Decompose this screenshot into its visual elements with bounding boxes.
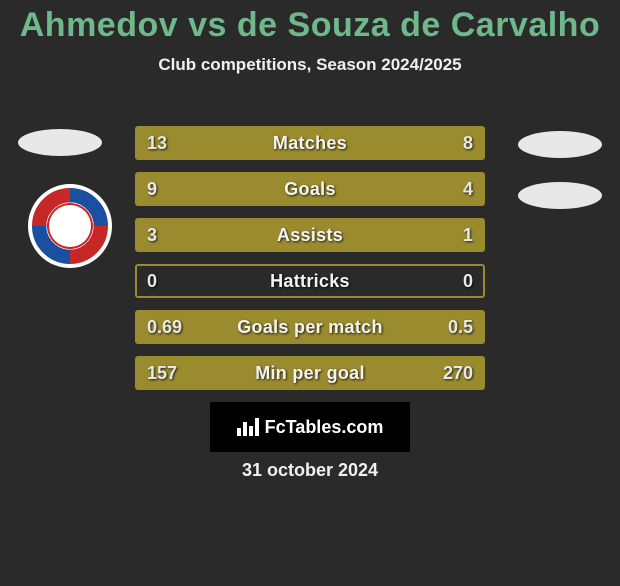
stat-row: Assists3 1 xyxy=(135,218,485,252)
stat-value-left: 157 xyxy=(137,358,187,388)
fctables-watermark: FcTables.com xyxy=(210,402,410,452)
stat-value-right: 4 xyxy=(453,174,483,204)
chart-icon xyxy=(237,418,259,436)
club-badge-left xyxy=(28,184,112,268)
stat-row: Goals9 4 xyxy=(135,172,485,206)
stat-value-left: 9 xyxy=(137,174,167,204)
stat-value-right: 0 xyxy=(453,266,483,296)
stat-label: Goals xyxy=(137,174,483,204)
date-text: 31 october 2024 xyxy=(0,460,620,481)
fctables-label: FcTables.com xyxy=(265,417,384,438)
stat-row: Min per goal157 270 xyxy=(135,356,485,390)
stat-value-left: 0 xyxy=(137,266,167,296)
stat-label: Matches xyxy=(137,128,483,158)
stat-value-left: 13 xyxy=(137,128,177,158)
player2-name: de Souza de Carvalho xyxy=(237,6,600,44)
stat-row: Goals per match0.690.5 xyxy=(135,310,485,344)
vs-text: vs xyxy=(188,6,227,44)
stat-value-right: 0.5 xyxy=(438,312,483,342)
stat-label: Hattricks xyxy=(137,266,483,296)
stat-row: Hattricks0 0 xyxy=(135,264,485,298)
player1-name: Ahmedov xyxy=(20,6,178,44)
stat-value-left: 3 xyxy=(137,220,167,250)
subtitle: Club competitions, Season 2024/2025 xyxy=(0,55,620,75)
stat-label: Assists xyxy=(137,220,483,250)
team-logo-left-1 xyxy=(18,129,102,156)
team-logo-right-2 xyxy=(518,182,602,209)
stat-value-left: 0.69 xyxy=(137,312,192,342)
comparison-title: Ahmedov vs de Souza de Carvalho xyxy=(0,6,620,45)
stat-label: Min per goal xyxy=(137,358,483,388)
stat-value-right: 1 xyxy=(453,220,483,250)
stat-row: Matches13 8 xyxy=(135,126,485,160)
stats-panel: Matches13 8 Goals9 4 Assists3 1 Hattricks0 0 Goa… xyxy=(135,126,485,402)
stat-value-right: 8 xyxy=(453,128,483,158)
team-logo-right-1 xyxy=(518,131,602,158)
stat-value-right: 270 xyxy=(433,358,483,388)
